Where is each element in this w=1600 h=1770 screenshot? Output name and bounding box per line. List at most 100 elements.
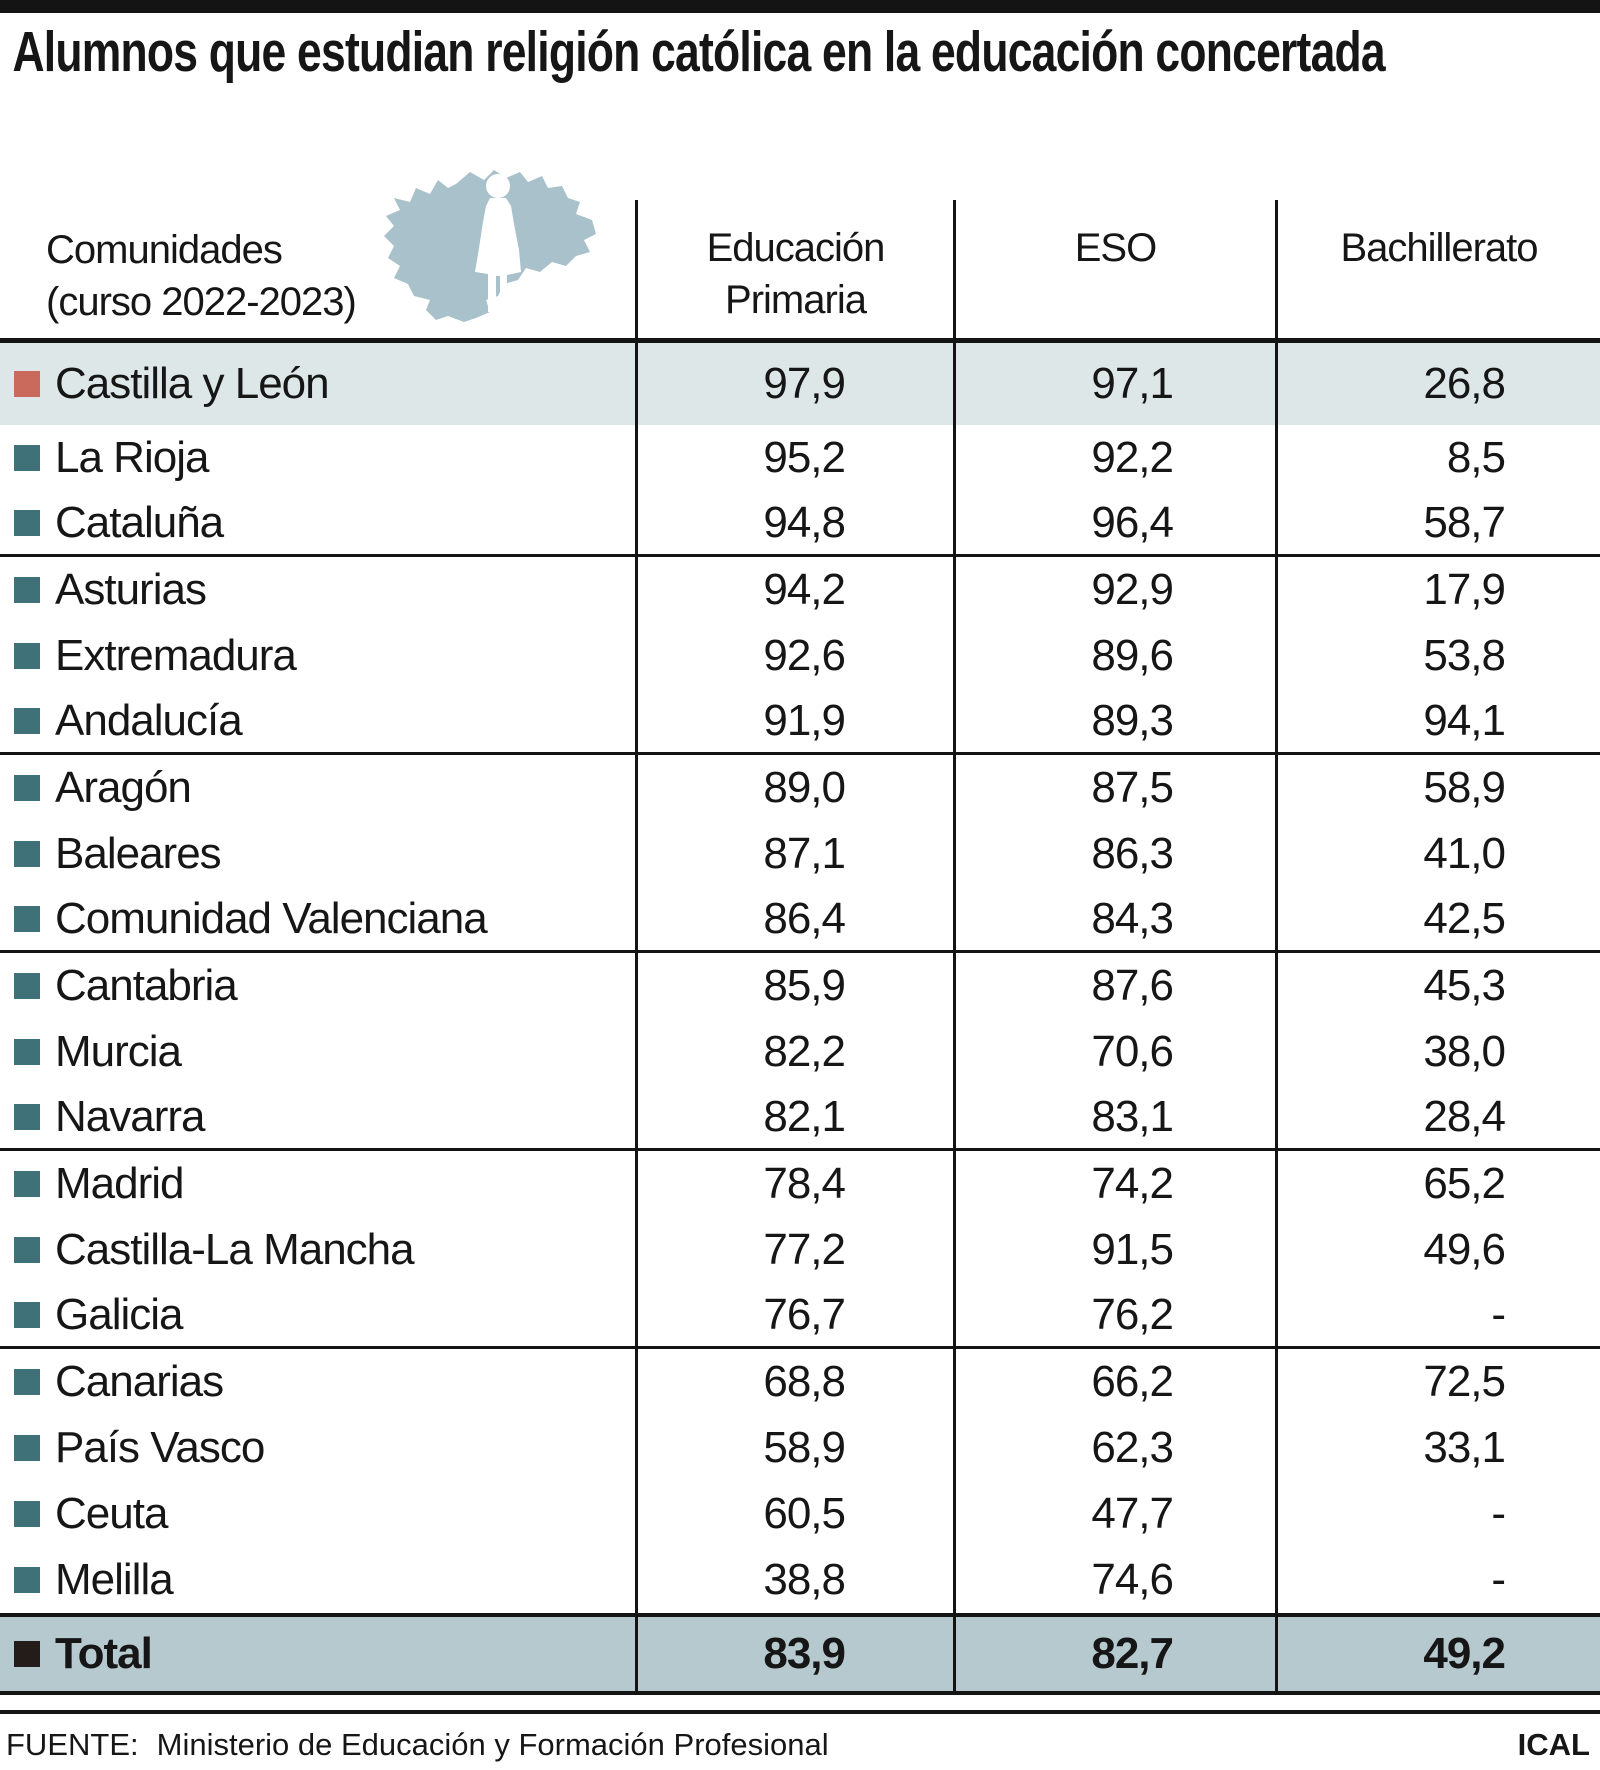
table-row: La Rioja 95,2 92,2 8,5 [0, 425, 1600, 491]
row-marker-square [14, 841, 40, 867]
community-name: Navarra [55, 1091, 205, 1141]
table-row: Castilla y León 97,9 97,1 26,8 [0, 343, 1600, 425]
community-name: País Vasco [55, 1423, 265, 1472]
row-marker-square [14, 1301, 40, 1328]
header-eso: ESO [953, 200, 1275, 338]
value-bachillerato: 58,9 [1275, 755, 1600, 821]
header-communities-line2: (curso 2022-2023) [46, 280, 357, 324]
value-bachillerato: 53,8 [1275, 623, 1600, 689]
total-value-primaria: 83,9 [635, 1617, 953, 1691]
value-bachillerato: 8,5 [1275, 425, 1600, 491]
total-value-eso: 82,7 [953, 1617, 1275, 1691]
value-primaria: 87,1 [635, 821, 953, 887]
row-marker-square [14, 1435, 40, 1461]
table-row: Navarra 82,1 83,1 28,4 [0, 1085, 1600, 1151]
table-header-row: Comunidades (curso 2022-2023) Educación … [0, 200, 1600, 343]
value-eso: 76,2 [953, 1283, 1275, 1346]
value-bachillerato: 26,8 [1275, 343, 1600, 425]
community-name: Castilla-La Mancha [55, 1225, 415, 1274]
footer-divider-line [0, 1710, 1600, 1714]
value-primaria: 82,1 [635, 1085, 953, 1148]
community-name: Castilla y León [55, 359, 330, 408]
header-bachillerato: Bachillerato [1275, 200, 1600, 338]
total-value-bachillerato: 49,2 [1275, 1617, 1600, 1691]
community-name: Aragón [55, 763, 192, 812]
community-name: Baleares [55, 829, 222, 878]
row-marker-square [14, 1237, 40, 1263]
table-row: Aragón 89,0 87,5 58,9 [0, 755, 1600, 821]
value-primaria: 38,8 [635, 1547, 953, 1613]
community-name: Andalucía [55, 695, 243, 745]
value-bachillerato: 45,3 [1275, 953, 1600, 1019]
community-name: Cantabria [55, 961, 238, 1010]
value-eso: 47,7 [953, 1481, 1275, 1547]
value-bachillerato: 28,4 [1275, 1085, 1600, 1148]
value-eso: 83,1 [953, 1085, 1275, 1148]
value-primaria: 78,4 [635, 1151, 953, 1217]
table-row: Extremadura 92,6 89,6 53,8 [0, 623, 1600, 689]
row-marker-square [14, 1103, 40, 1130]
source-label: FUENTE: [6, 1727, 139, 1762]
row-marker-square [14, 1039, 40, 1065]
table-row: Murcia 82,2 70,6 38,0 [0, 1019, 1600, 1085]
value-bachillerato: 42,5 [1275, 887, 1600, 950]
value-primaria: 77,2 [635, 1217, 953, 1283]
source-text: Ministerio de Educación y Formación Prof… [156, 1727, 829, 1762]
community-name: Asturias [55, 565, 207, 614]
header-communities: Comunidades (curso 2022-2023) [0, 200, 635, 338]
value-bachillerato: 41,0 [1275, 821, 1600, 887]
value-primaria: 94,2 [635, 557, 953, 623]
row-marker-square [14, 1369, 40, 1395]
value-primaria: 58,9 [635, 1415, 953, 1481]
top-black-bar [0, 0, 1600, 13]
community-name: Melilla [55, 1555, 174, 1604]
table-row: Melilla 38,8 74,6 - [0, 1547, 1600, 1613]
row-marker-square [14, 905, 40, 932]
community-name: Canarias [55, 1357, 224, 1406]
value-bachillerato: 72,5 [1275, 1349, 1600, 1415]
castilla-y-leon-map-icon [378, 166, 600, 326]
community-name: La Rioja [55, 433, 209, 482]
value-bachillerato: 38,0 [1275, 1019, 1600, 1085]
table-row: Cantabria 85,9 87,6 45,3 [0, 953, 1600, 1019]
table-row: Asturias 94,2 92,9 17,9 [0, 557, 1600, 623]
value-primaria: 95,2 [635, 425, 953, 491]
table-body: Castilla y León 97,9 97,1 26,8 La Rioja … [0, 343, 1600, 1613]
header-communities-line1: Comunidades [46, 228, 283, 272]
row-marker-square [14, 445, 40, 471]
value-primaria: 91,9 [635, 689, 953, 752]
community-name: Comunidad Valenciana [55, 893, 488, 943]
footer: FUENTE: Ministerio de Educación y Formaci… [0, 1714, 1600, 1763]
value-bachillerato: 58,7 [1275, 491, 1600, 554]
total-marker-square [14, 1641, 40, 1667]
value-bachillerato: - [1275, 1481, 1600, 1547]
value-primaria: 85,9 [635, 953, 953, 1019]
value-eso: 86,3 [953, 821, 1275, 887]
value-bachillerato: 94,1 [1275, 689, 1600, 752]
value-eso: 66,2 [953, 1349, 1275, 1415]
table-row: Comunidad Valenciana 86,4 84,3 42,5 [0, 887, 1600, 953]
value-bachillerato: - [1275, 1283, 1600, 1346]
value-bachillerato: 65,2 [1275, 1151, 1600, 1217]
total-row: Total 83,9 82,7 49,2 [0, 1613, 1600, 1695]
value-eso: 91,5 [953, 1217, 1275, 1283]
value-bachillerato: 17,9 [1275, 557, 1600, 623]
row-marker-square [14, 371, 40, 397]
table-row: Galicia 76,7 76,2 - [0, 1283, 1600, 1349]
header-primaria: Educación Primaria [635, 200, 953, 338]
source: FUENTE: Ministerio de Educación y Formaci… [6, 1727, 829, 1763]
value-bachillerato: 33,1 [1275, 1415, 1600, 1481]
value-bachillerato: 49,6 [1275, 1217, 1600, 1283]
value-eso: 84,3 [953, 887, 1275, 950]
value-eso: 89,6 [953, 623, 1275, 689]
value-eso: 70,6 [953, 1019, 1275, 1085]
community-name: Galicia [55, 1289, 183, 1339]
row-marker-square [14, 775, 40, 801]
value-eso: 92,9 [953, 557, 1275, 623]
row-marker-square [14, 707, 40, 734]
row-marker-square [14, 577, 40, 603]
table-row: Madrid 78,4 74,2 65,2 [0, 1151, 1600, 1217]
table-row: Ceuta 60,5 47,7 - [0, 1481, 1600, 1547]
page-title: Alumnos que estudian religión católica e… [12, 20, 1385, 84]
